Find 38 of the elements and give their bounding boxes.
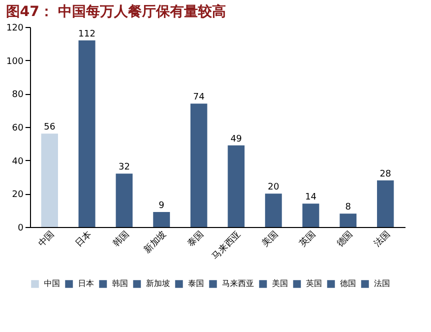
legend-label: 美国 (272, 279, 288, 288)
x-tick-label: 马来西亚 (210, 228, 244, 262)
y-tick-label: 120 (6, 24, 24, 34)
legend-label: 英国 (306, 279, 322, 288)
data-label: 20 (268, 182, 280, 193)
legend-label: 日本 (78, 279, 94, 288)
legend-label: 新加坡 (146, 279, 170, 288)
x-tick-label: 新加坡 (142, 228, 169, 256)
chart-title: 图47： 中国每万人餐厅保有量较高 (6, 3, 226, 20)
y-tick-label: 60 (12, 124, 24, 134)
legend-label: 泰国 (188, 279, 204, 288)
data-label: 8 (345, 202, 352, 213)
y-tick-label: 100 (6, 56, 24, 67)
data-label: 112 (78, 29, 96, 40)
legend-label: 马来西亚 (222, 279, 254, 288)
x-tick-label: 法国 (372, 228, 392, 250)
data-label: 9 (158, 201, 165, 211)
x-tick-label: 日本 (73, 228, 94, 250)
y-tick-label: 0 (18, 224, 24, 234)
x-tick-label: 德国 (334, 228, 356, 250)
data-label: 28 (380, 169, 392, 180)
data-label: 74 (193, 92, 205, 103)
x-tick-label: 英国 (297, 228, 318, 250)
x-tick-label: 中国 (36, 228, 57, 250)
data-label: 49 (230, 134, 242, 144)
legend-label: 德国 (340, 279, 356, 288)
x-tick-label: 泰国 (185, 228, 206, 250)
data-label: 32 (118, 162, 130, 173)
legend-label: 法国 (374, 279, 390, 288)
y-tick-label: 80 (12, 90, 24, 100)
data-label: 56 (44, 122, 56, 133)
data-label: 14 (305, 192, 317, 203)
y-tick-label: 40 (12, 156, 24, 167)
x-tick-label: 美国 (260, 228, 281, 250)
legend-label: 韩国 (112, 279, 128, 288)
legend-label: 中国 (44, 279, 60, 288)
y-tick-label: 20 (12, 190, 24, 200)
x-tick-label: 韩国 (110, 228, 132, 250)
